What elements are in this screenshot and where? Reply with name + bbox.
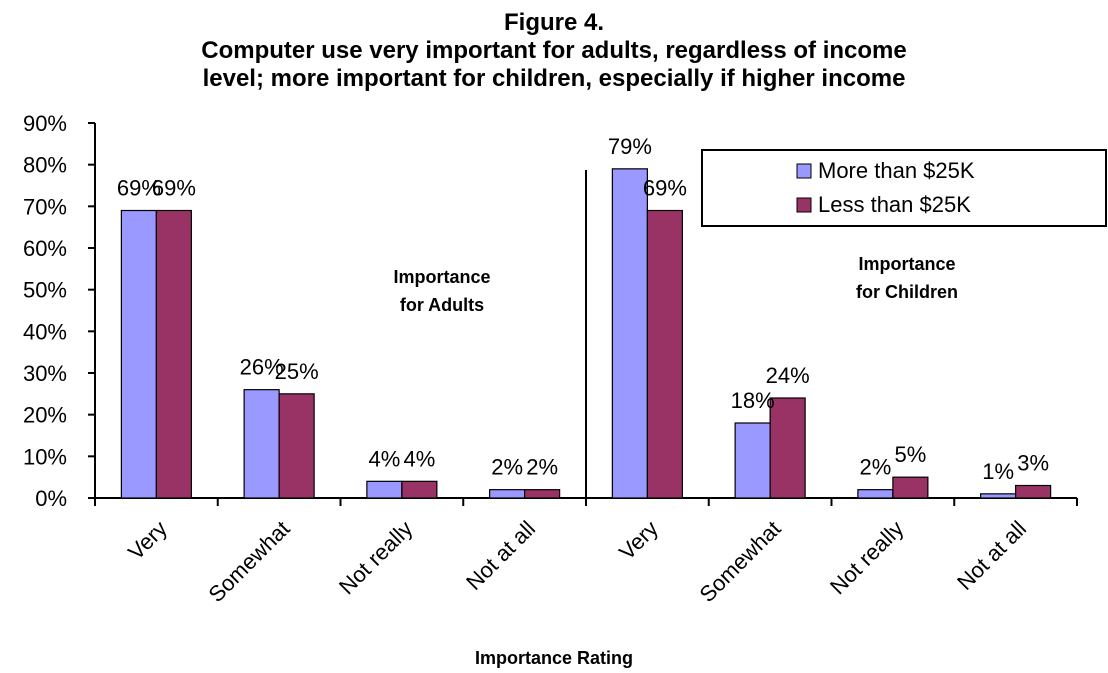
category-label: Very (614, 516, 663, 565)
data-label: 4% (368, 446, 400, 471)
legend-label-less-than-25k: Less than $25K (818, 192, 971, 217)
y-axis-ticks: 0% 10% 20% 30% 40% 50% 60% 70% 80% 90% (23, 111, 95, 511)
bar-more-than-25k-3 (489, 489, 526, 499)
y-tick-label: 50% (23, 278, 67, 303)
bar-more-than-25k-7 (980, 493, 1017, 499)
y-tick-label: 10% (23, 444, 67, 469)
data-label: 69% (643, 176, 687, 201)
bar-less-than-25k-7 (1015, 484, 1052, 499)
annotation-children-line-2: for Children (856, 282, 958, 302)
bar-more-than-25k-0 (120, 209, 157, 499)
data-label: 2% (491, 455, 523, 480)
data-label: 2% (859, 455, 891, 480)
data-label: 1% (982, 459, 1014, 484)
annotation-adults-line-2: for Adults (400, 295, 484, 315)
bar-less-than-25k-5 (769, 397, 806, 499)
y-tick-label: 70% (23, 194, 67, 219)
bar-more-than-25k-6 (857, 489, 894, 499)
legend-swatch-less-than-25k (796, 197, 812, 213)
data-label: 24% (766, 363, 810, 388)
data-label: 69% (152, 176, 196, 201)
legend: More than $25K Less than $25K (701, 149, 1107, 227)
bar-more-than-25k-4 (611, 168, 648, 499)
data-label: 79% (608, 134, 652, 159)
chart-title-line-2: Computer use very important for adults, … (201, 37, 907, 64)
bar-more-than-25k-5 (734, 422, 771, 499)
legend-label-more-than-25k: More than $25K (818, 158, 975, 183)
bar-less-than-25k-0 (155, 209, 192, 499)
annotation-adults-line-1: Importance (393, 267, 490, 287)
category-label: Not at all (952, 516, 1031, 595)
y-tick-label: 20% (23, 403, 67, 428)
category-label: Not really (334, 516, 417, 599)
bar-less-than-25k-6 (892, 476, 929, 499)
chart-title-line-1: Figure 4. (504, 9, 604, 36)
category-label: Not really (825, 516, 908, 599)
category-label: Very (123, 516, 172, 565)
x-axis-ticks (94, 498, 1078, 506)
category-label: Somewhat (203, 516, 294, 607)
bar-more-than-25k-1 (243, 389, 280, 499)
bar-less-than-25k-1 (278, 393, 315, 499)
category-labels: Very Somewhat Not really Not at all Very Some… (123, 516, 1031, 607)
category-label: Not at all (461, 516, 540, 595)
data-label: 5% (894, 442, 926, 467)
data-label: 25% (275, 359, 319, 384)
y-tick-label: 90% (23, 111, 67, 136)
annotation-children-line-1: Importance (858, 254, 955, 274)
data-label: 69% (117, 176, 161, 201)
data-labels: 69%69%26%25%4% 4% 2% 2%79%69%18%24%2% 5%1% 3% (117, 134, 1049, 484)
legend-box (701, 149, 1107, 227)
legend-swatch-more-than-25k (796, 163, 812, 179)
data-label: 26% (240, 355, 284, 380)
bar-less-than-25k-4 (646, 209, 683, 499)
bar-less-than-25k-2 (401, 480, 438, 499)
x-axis-title: Importance Rating (475, 648, 633, 668)
y-tick-label: 60% (23, 236, 67, 261)
y-tick-label: 80% (23, 153, 67, 178)
chart-title-line-3: level; more important for children, espe… (203, 65, 906, 92)
y-tick-label: 30% (23, 361, 67, 386)
y-tick-label: 40% (23, 319, 67, 344)
bar-less-than-25k-3 (524, 489, 561, 499)
data-label: 4% (403, 446, 435, 471)
data-label: 2% (526, 455, 558, 480)
bars (120, 168, 1052, 499)
data-label: 18% (731, 388, 775, 413)
category-label: Somewhat (694, 516, 785, 607)
y-tick-label: 0% (35, 486, 67, 511)
bar-more-than-25k-2 (366, 480, 403, 499)
data-label: 3% (1017, 451, 1049, 476)
